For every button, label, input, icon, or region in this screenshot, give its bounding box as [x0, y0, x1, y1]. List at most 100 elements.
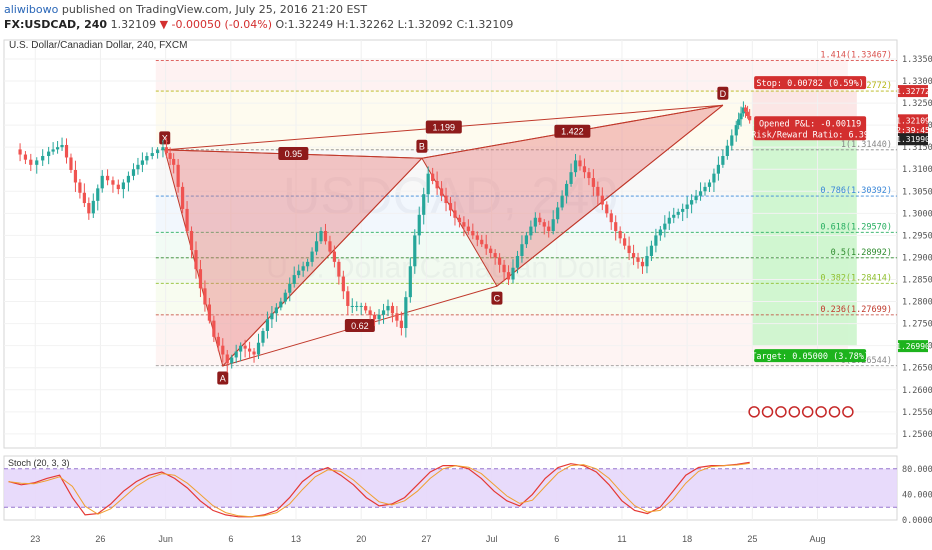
stoch-k-line: [8, 461, 750, 518]
fib-label: 0.786(1.30392): [820, 186, 892, 196]
stop-label: Stop: 0.00782 (0.59%): [756, 79, 863, 89]
candle-body: [207, 304, 211, 321]
candle-body: [654, 235, 658, 246]
candle-body: [381, 310, 386, 315]
candle-body: [453, 210, 457, 218]
chart-canvas[interactable]: USDCAD, 240U.S. Dollar/Canadian Dollar 1…: [0, 36, 932, 550]
candle-body: [368, 310, 372, 315]
target-label: Target: 0.05000 (3.78%): [751, 352, 869, 362]
pattern-point-label: X: [162, 133, 168, 143]
x-tick-label: Aug: [810, 534, 826, 544]
candle-body: [91, 200, 95, 214]
candle-body: [64, 144, 69, 158]
candle-body: [55, 147, 60, 150]
candle-body: [745, 111, 750, 117]
candle-body: [627, 245, 631, 254]
candle-body: [466, 226, 470, 231]
x-tick-label: 26: [95, 534, 105, 544]
pattern-point-label: B: [419, 142, 425, 152]
fib-label: 0.618(1.29570): [820, 222, 892, 232]
pnl-label: Risk/Reward Ratio: 6.39: [751, 130, 869, 140]
candle-body: [350, 305, 354, 307]
candle-body: [323, 230, 328, 242]
candle-body: [341, 276, 345, 292]
candle-body: [60, 144, 64, 148]
fib-zone: [155, 196, 848, 233]
price-tag: [898, 340, 928, 353]
chart-title: U.S. Dollar/Canadian Dollar, 240, FXCM: [9, 40, 187, 51]
candle-body: [274, 307, 278, 314]
close-value: C:1.32109: [456, 18, 514, 31]
candle-body: [725, 145, 729, 157]
candle-body: [623, 238, 627, 246]
pattern-leg: [222, 157, 423, 367]
candle-body: [355, 305, 359, 307]
candle-body: [685, 204, 689, 209]
stoch-title: Stoch (20, 3, 3): [8, 458, 70, 468]
y-tick-label: 1.32500: [902, 99, 932, 109]
chart-header: aliwibowo published on TradingView.com, …: [0, 0, 932, 37]
candle-body: [600, 195, 604, 205]
event-marker-icon: [801, 406, 814, 418]
price-tag-label: 2:39:45: [896, 126, 930, 135]
candle-body: [694, 195, 698, 201]
candle-body: [404, 297, 408, 329]
fib-label: 0.5(1.28992): [831, 248, 892, 258]
last-price: 1.32109: [110, 18, 157, 31]
y-tick-label: 1.29500: [902, 231, 932, 241]
candle-body: [176, 164, 180, 187]
x-tick-label: 13: [291, 534, 301, 544]
y-tick-label: 1.31000: [902, 165, 932, 175]
candle-body: [87, 203, 91, 214]
candle-body: [712, 173, 716, 183]
candle-body: [533, 217, 537, 227]
event-marker-icon: [788, 406, 801, 418]
candle-body: [172, 158, 176, 165]
author-link[interactable]: aliwibowo: [4, 3, 59, 16]
y-tick-label: 1.28500: [902, 276, 932, 286]
stoch-y-tick-label: 80.0000: [902, 465, 932, 475]
candle-body: [100, 175, 104, 189]
candle-body: [105, 175, 110, 181]
fib-label: 1(1.31440): [841, 140, 892, 150]
candle-body: [658, 229, 662, 236]
candle-body: [703, 186, 707, 192]
y-tick-label: 1.33500: [902, 55, 932, 65]
candle-body: [649, 245, 654, 256]
price-tag-label: 1.32109: [896, 116, 930, 125]
candle-body: [51, 149, 55, 152]
candle-body: [78, 182, 82, 193]
candle-body: [609, 213, 613, 223]
y-tick-label: 1.33000: [902, 77, 932, 87]
candle-body: [560, 195, 564, 208]
price-tag-label: 1.31990: [896, 135, 930, 144]
target-zone: [752, 120, 857, 347]
x-tick-label: 6: [554, 534, 559, 544]
candle-body: [131, 169, 136, 176]
candle-body: [18, 149, 22, 155]
candle-body: [73, 169, 78, 183]
publish-line: aliwibowo published on TradingView.com, …: [4, 3, 367, 17]
candle-body: [164, 147, 169, 154]
candle-body: [444, 195, 448, 204]
symbol-quote-line: FX:USDCAD, 240 1.32109 ▼ -0.00050 (-0.04…: [4, 18, 513, 32]
pattern-ratio-label: 1.422: [561, 127, 584, 137]
x-tick-label: 11: [617, 534, 626, 544]
y-tick-label: 1.31500: [902, 143, 932, 153]
event-marker-icon: [775, 406, 787, 418]
candle-body: [239, 345, 243, 352]
candle-body: [47, 151, 51, 157]
candle-body: [471, 230, 475, 236]
pattern-point-box: [491, 291, 503, 305]
pnl-label: Opened P&L: -0.00119: [759, 119, 861, 129]
candle-body: [748, 116, 752, 121]
candle-body: [247, 348, 252, 352]
candle-body: [279, 301, 283, 308]
candle-body: [542, 222, 546, 227]
candle-body: [377, 314, 381, 320]
low-value: L:1.32092: [397, 18, 453, 31]
candle-body: [721, 156, 725, 165]
candle-body: [672, 214, 676, 218]
candle-body: [605, 204, 609, 214]
candle-body: [596, 186, 600, 196]
